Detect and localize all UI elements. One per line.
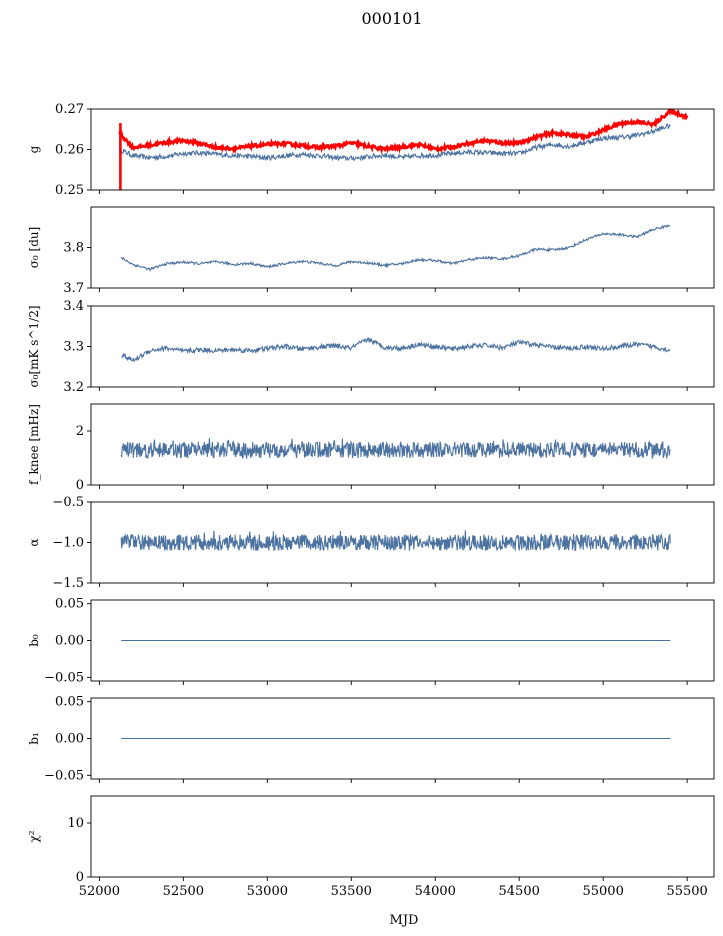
panel-7-ytick-label: 0.00 <box>55 732 84 747</box>
xtick-label: 53000 <box>247 884 288 899</box>
panel-8-ytick-label: 10 <box>67 816 84 831</box>
panel-7-ylabel: b₁ <box>27 732 41 745</box>
panel-6: −0.05 0.00 0.05 b₀ <box>27 597 715 685</box>
xtick-label: 52500 <box>163 884 204 899</box>
panel-8-ytick-label: 0 <box>76 870 84 885</box>
panel-3-ytick-label: 3.2 <box>63 380 84 395</box>
panel-3-series-1-line <box>121 337 671 363</box>
panel-1-ylabel: g <box>27 145 41 153</box>
panel-4-ytick-label: 2 <box>76 424 84 439</box>
panel-7-ytick-label: 0.05 <box>55 695 84 710</box>
panel-2-series-1-line <box>120 224 671 272</box>
xtick-label: 55500 <box>666 884 707 899</box>
panel-6-ytick-label: 0.05 <box>55 597 84 612</box>
panel-6-ytick-label: −0.05 <box>44 670 84 685</box>
panel-4-ytick-label: 0 <box>76 478 84 493</box>
panel-1-ytick-label: 0.25 <box>55 183 84 198</box>
panel-3: 3.2 3.3 3.4 σ₀[mK s^1/2] <box>27 299 715 395</box>
panel-5: −1.5 −1.0 −0.5 α <box>27 495 715 591</box>
panel-4-frame <box>90 403 715 486</box>
panel-3-ylabel: σ₀[mK s^1/2] <box>27 305 41 387</box>
panel-5-ytick-label: −0.5 <box>52 495 84 510</box>
panel-6-ytick-label: 0.00 <box>55 634 84 649</box>
x-axis-label: MJD <box>390 913 419 928</box>
xtick-label: 54000 <box>415 884 456 899</box>
panel-2: 3.7 3.8 σ₀ [du] <box>27 206 715 296</box>
xtick-label: 55000 <box>582 884 623 899</box>
xtick-label: 52000 <box>79 884 120 899</box>
panel-1-ytick-label: 0.26 <box>55 143 84 158</box>
panel-2-ytick-label: 3.8 <box>63 241 84 256</box>
panel-6-ylabel: b₀ <box>27 634 41 647</box>
figure-title: 000101 <box>361 9 422 28</box>
panel-7-ytick-label: −0.05 <box>44 768 84 783</box>
panel-2-frame <box>90 206 715 289</box>
panel-5-ytick-label: −1.5 <box>52 576 84 591</box>
xtick-label: 53500 <box>331 884 372 899</box>
xtick-label: 54500 <box>499 884 540 899</box>
panel-1-ytick-label: 0.27 <box>55 102 84 117</box>
panel-2-ylabel: σ₀ [du] <box>27 227 41 269</box>
panel-8: 0 10 χ² 52000 52500 53000 53500 54000 54500 55000… <box>27 795 715 899</box>
panel-4-series-1-line <box>120 438 671 460</box>
panel-1-frame <box>90 108 715 191</box>
panel-8-frame <box>90 795 715 878</box>
panel-1-series-2-line <box>118 109 689 155</box>
panel-5-series-1-line <box>120 530 671 552</box>
panel-3-ytick-label: 3.4 <box>63 299 84 314</box>
panel-3-ytick-label: 3.3 <box>63 340 84 355</box>
panel-1-series-1-line <box>118 123 671 162</box>
panel-8-ylabel: χ² <box>27 830 41 842</box>
panel-2-ytick-label: 3.7 <box>63 281 84 296</box>
panel-4: 0 2 f_knee [mHz] <box>27 403 715 493</box>
panel-5-ylabel: α <box>27 538 41 546</box>
panel-1: 0.25 0.26 0.27 g <box>27 102 715 198</box>
panel-4-ylabel: f_knee [mHz] <box>27 404 41 485</box>
panel-7: −0.05 0.00 0.05 b₁ <box>27 695 715 783</box>
panel-5-ytick-label: −1.0 <box>52 536 84 551</box>
